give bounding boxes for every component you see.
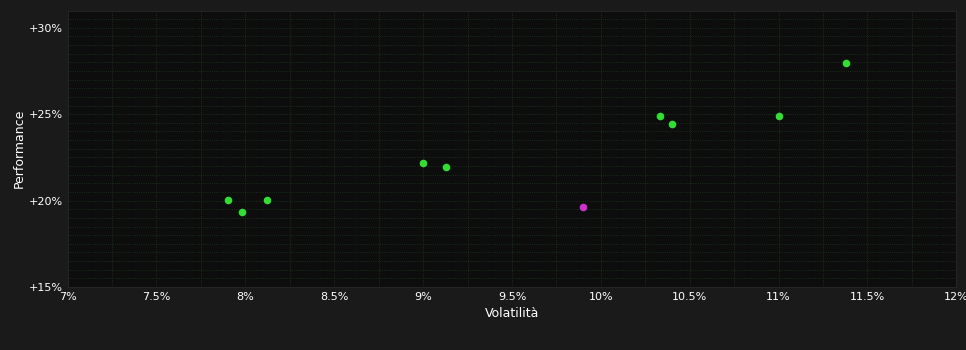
X-axis label: Volatilità: Volatilità xyxy=(485,307,539,320)
Point xyxy=(665,121,680,126)
Point xyxy=(652,113,668,119)
Point xyxy=(415,161,431,166)
Y-axis label: Performance: Performance xyxy=(13,109,26,188)
Point xyxy=(220,197,236,203)
Point xyxy=(771,113,786,119)
Point xyxy=(259,197,274,203)
Point xyxy=(576,204,591,209)
Point xyxy=(234,209,249,215)
Point xyxy=(439,164,454,170)
Point xyxy=(838,61,854,66)
